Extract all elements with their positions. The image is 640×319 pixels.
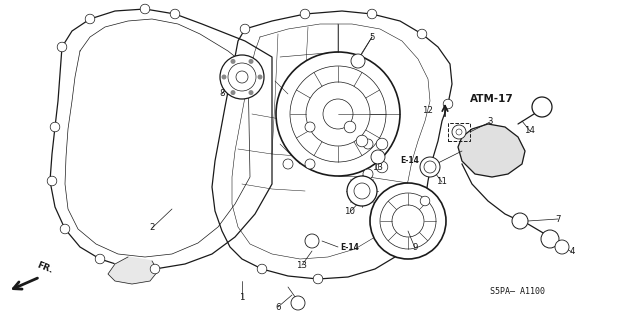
Polygon shape [212,11,452,279]
Circle shape [236,71,248,83]
Circle shape [313,274,323,284]
Text: E-14: E-14 [340,243,360,253]
Circle shape [220,55,264,99]
Circle shape [367,9,377,19]
Circle shape [221,75,227,79]
Circle shape [257,264,267,274]
Circle shape [230,90,236,95]
Circle shape [420,196,430,206]
Circle shape [305,122,315,132]
Text: 7: 7 [556,214,561,224]
Polygon shape [458,124,525,177]
Circle shape [424,161,436,173]
Circle shape [150,264,160,274]
Text: ATM-17: ATM-17 [470,94,514,104]
Circle shape [248,90,253,95]
Circle shape [444,99,453,109]
Circle shape [57,42,67,52]
Circle shape [305,234,319,248]
Polygon shape [50,9,272,269]
Circle shape [344,121,356,133]
Text: 3: 3 [487,117,493,127]
Circle shape [290,66,386,162]
Circle shape [248,59,253,64]
Text: 10: 10 [344,207,355,217]
Circle shape [240,24,250,34]
Text: 11: 11 [436,177,447,187]
Circle shape [363,169,373,179]
Text: 12: 12 [422,107,433,115]
Circle shape [47,176,57,186]
Text: 1: 1 [239,293,244,302]
Circle shape [417,29,427,39]
Text: 8: 8 [220,90,225,99]
Circle shape [376,138,388,150]
Circle shape [95,254,105,264]
Text: FR.: FR. [35,261,54,275]
Circle shape [371,150,385,164]
Circle shape [228,63,256,91]
Text: 13: 13 [372,164,383,173]
Text: 13: 13 [296,261,307,270]
Circle shape [452,125,466,139]
Circle shape [300,9,310,19]
Circle shape [532,97,552,117]
Circle shape [555,240,569,254]
Text: 5: 5 [369,33,375,41]
Circle shape [392,205,424,237]
Circle shape [305,159,315,169]
Text: 2: 2 [149,224,155,233]
Circle shape [291,296,305,310]
Circle shape [351,54,365,68]
Circle shape [257,75,262,79]
Circle shape [354,183,370,199]
Bar [448,123,470,141]
Circle shape [85,14,95,24]
Text: S5PA– A1100: S5PA– A1100 [490,286,545,295]
Circle shape [170,9,180,19]
Circle shape [376,161,388,173]
Circle shape [50,122,60,132]
Circle shape [512,213,528,229]
Circle shape [323,99,353,129]
Circle shape [140,4,150,14]
Circle shape [456,129,462,135]
Text: E-14: E-14 [401,157,419,166]
Circle shape [347,176,377,206]
Circle shape [306,82,370,146]
Circle shape [363,139,373,149]
Text: 6: 6 [275,302,281,311]
Circle shape [370,183,446,259]
Circle shape [276,52,400,176]
Circle shape [230,59,236,64]
Polygon shape [108,257,158,284]
Circle shape [60,224,70,234]
Circle shape [283,159,293,169]
Text: 9: 9 [412,243,418,253]
Circle shape [380,193,436,249]
Circle shape [420,157,440,177]
Circle shape [356,135,368,147]
Text: 14: 14 [525,127,536,136]
Circle shape [541,230,559,248]
Text: 4: 4 [569,248,575,256]
